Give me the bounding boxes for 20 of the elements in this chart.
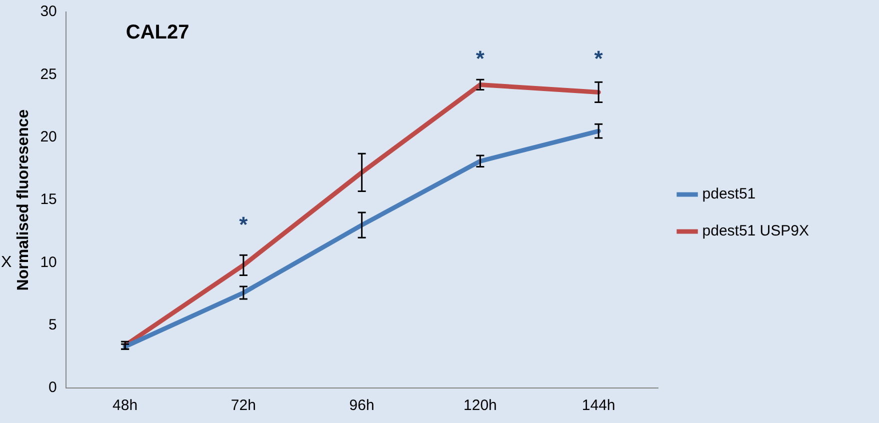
- y-tick-label: 15: [40, 191, 57, 208]
- legend-label: pdest51 USP9X: [702, 222, 810, 240]
- annotation: *: [239, 212, 248, 237]
- x-tick-label: 96h: [349, 397, 374, 414]
- x-tick-label: 72h: [230, 397, 256, 414]
- y-tick-label: 30: [40, 3, 57, 20]
- y-tick-label: 10: [40, 254, 57, 271]
- annotation: *: [476, 46, 485, 72]
- text: CAL27: [126, 22, 190, 44]
- y-tick-label: 0: [48, 379, 57, 396]
- y-axis-title: Normalised fluoresence: [15, 109, 32, 291]
- annotation: *: [594, 46, 604, 72]
- text: X: [1, 254, 12, 272]
- x-tick-label: 120h: [464, 397, 497, 414]
- x-tick-label: 48h: [112, 397, 138, 414]
- y-tick-label: 25: [40, 66, 57, 83]
- x-tick-label: 144h: [582, 397, 616, 414]
- y-tick-label: 20: [40, 128, 57, 146]
- y-tick-label: 5: [48, 316, 57, 334]
- legend-label: pdest51: [702, 186, 756, 203]
